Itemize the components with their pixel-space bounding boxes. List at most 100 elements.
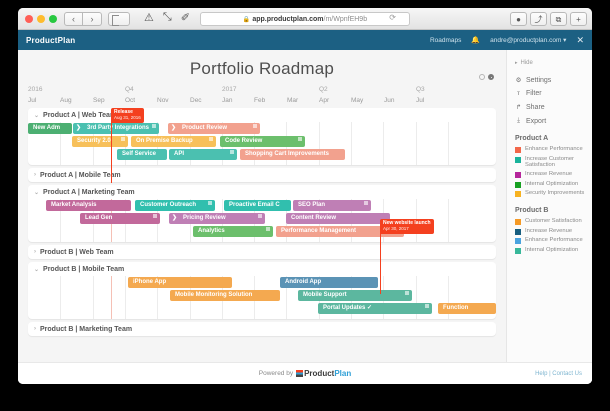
roadmap-bar[interactable]: API <box>169 149 237 160</box>
view-toggle-icons[interactable] <box>479 74 494 80</box>
nav-roadmaps-link[interactable]: Roadmaps <box>429 36 462 44</box>
back-button[interactable]: ‹ <box>64 12 83 26</box>
roadmap-bar[interactable]: Proactive Email C <box>224 200 291 211</box>
lane-header-product-a-web-team[interactable]: ⌄ Product A | Web Team <box>28 108 496 122</box>
roadmap-bar[interactable]: Function <box>438 303 496 314</box>
roadmap-bar[interactable]: Customer Outreach <box>135 200 215 211</box>
lane-product-a-web-team: ⌄ Product A | Web Team New Adm ❯ 3rd Party I… <box>28 108 496 165</box>
roadmap-bar[interactable]: ❯ Pricing Review <box>169 213 265 224</box>
url-path: /m/WpnfEH9b <box>323 16 368 23</box>
warning-icon[interactable]: ⚠ <box>144 12 154 24</box>
toolbar-right-buttons[interactable]: ● ⤴ ⧉ + <box>510 12 587 26</box>
lane-header-product-a-mobile-team[interactable]: › Product A | Mobile Team <box>28 168 496 182</box>
roadmap-bar[interactable]: Lead Gen <box>80 213 160 224</box>
roadmap-bar[interactable]: On Premise Backup <box>131 136 216 147</box>
roadmap-bar[interactable]: Security 2.0 <box>72 136 128 147</box>
nav-buttons[interactable]: ‹ › <box>64 12 102 26</box>
legend-item[interactable]: Customer Satisfaction <box>515 218 592 225</box>
timeline-years: 2016 Q4 2017 Q2 Q3 <box>28 86 496 97</box>
share-icon[interactable]: ⤴ <box>530 12 547 26</box>
view-mode-icon[interactable] <box>479 74 485 80</box>
timeline-month-label: Jan <box>222 97 233 104</box>
chevron-right-icon[interactable]: › <box>34 249 36 255</box>
lane-header-product-b-web-team[interactable]: › Product B | Web Team <box>28 245 496 259</box>
roadmap-bar-label: Mobile Support <box>303 292 347 298</box>
chevron-down-icon[interactable]: ⌄ <box>34 189 40 196</box>
sidebar-settings-button[interactable]: ⚙ Settings <box>515 76 592 85</box>
legend-title: Product A <box>515 135 549 142</box>
milestone-badge-website-launch[interactable]: New website launch Apr 30, 2017 <box>380 219 434 234</box>
sidebar-export-button[interactable]: ⤓ Export <box>515 117 592 125</box>
window-controls[interactable] <box>25 15 57 23</box>
close-window-button[interactable] <box>25 15 33 23</box>
bell-icon[interactable]: 🔔 <box>471 37 481 44</box>
forward-button[interactable]: › <box>83 12 102 26</box>
legend-item[interactable]: Enhance Performance <box>515 237 592 244</box>
sidebar-toggle-button[interactable] <box>108 12 130 26</box>
roadmap-bar[interactable]: Analytics <box>193 226 273 237</box>
milestone-date: Apr 30, 2017 <box>383 226 409 231</box>
legend-item[interactable]: Increase Customer Satisfaction <box>515 156 592 169</box>
close-icon[interactable]: ✕ <box>576 34 584 45</box>
roadmap-bar[interactable]: Performance Management <box>276 226 404 237</box>
roadmap-bar[interactable]: Portal Updates ✓ <box>318 303 432 314</box>
timeline-month-label: Jul <box>28 97 37 104</box>
sidebar-filter-button[interactable]: ᴛ Filter <box>515 90 592 97</box>
timeline-month-label: Dec <box>190 97 202 104</box>
roadmap-bar[interactable]: Mobile Monitoring Solution <box>170 290 280 301</box>
roadmap-bar[interactable]: Self Service <box>117 149 167 160</box>
help-contact-link[interactable]: Help | Contact Us <box>535 370 582 377</box>
timeline-month-label: May <box>351 97 364 104</box>
milestone-badge-release-aug[interactable]: Release Aug 31, 2016 <box>111 108 144 123</box>
legend-item[interactable]: Increase Revenue <box>515 171 592 178</box>
lane-header-product-a-marketing-team[interactable]: ⌄ Product A | Marketing Team <box>28 185 496 199</box>
lane-header-product-b-marketing-team[interactable]: › Product B | Marketing Team <box>28 322 496 336</box>
app-brand[interactable]: ProductPlan <box>26 35 76 45</box>
chevron-right-icon[interactable]: › <box>34 172 36 178</box>
roadmap-bar[interactable]: New Adm <box>28 123 72 134</box>
legend-item[interactable]: Enhance Performance <box>515 146 592 153</box>
resize-icon[interactable]: ⤡ <box>162 11 172 23</box>
downloads-icon[interactable]: ● <box>510 12 527 26</box>
chevron-down-icon[interactable]: ⌄ <box>34 112 40 119</box>
maximize-window-button[interactable] <box>49 15 57 23</box>
roadmap-bar-label: 3rd Party Integrations <box>87 125 150 131</box>
pin-icon[interactable]: ✐ <box>180 12 190 24</box>
roadmap-bar-label: SEO Plan <box>298 202 326 208</box>
chevron-down-icon[interactable]: ⌄ <box>34 266 40 273</box>
legend-item[interactable]: Increase Revenue <box>515 228 592 235</box>
bar-status-indicator <box>230 150 234 154</box>
roadmap-bar[interactable]: Code Review <box>220 136 305 147</box>
minimize-window-button[interactable] <box>37 15 45 23</box>
settings-gear-icon[interactable] <box>488 74 494 80</box>
legend-item[interactable]: Internal Optimization <box>515 247 592 254</box>
new-tab-icon[interactable]: + <box>570 12 587 26</box>
roadmap-bar[interactable]: Mobile Support <box>298 290 412 301</box>
account-menu[interactable]: andre@productplan.com ▾ <box>490 37 567 44</box>
reload-icon[interactable]: ⟳ <box>389 13 396 22</box>
chevron-right-icon[interactable]: › <box>34 326 36 332</box>
roadmap-bar[interactable]: iPhone App <box>128 277 232 288</box>
roadmap-bar[interactable]: Android App <box>280 277 378 288</box>
roadmap-bar[interactable]: ❯ Product Review <box>168 123 260 134</box>
legend-label: Enhance Performance <box>525 146 583 152</box>
roadmap-bar[interactable]: SEO Plan <box>293 200 371 211</box>
sidebar-actions: ⚙ Settings ᴛ Filter ↱ Share ⤓ Export <box>515 76 592 125</box>
tabs-icon[interactable]: ⧉ <box>550 12 567 26</box>
legend-item[interactable]: Security Improvements <box>515 190 592 197</box>
legend-label: Increase Revenue <box>525 227 573 234</box>
brand-plan: Plan <box>334 369 352 378</box>
legend-item[interactable]: Internal Optimization <box>515 181 592 188</box>
lane-header-product-b-mobile-team[interactable]: ⌄ Product B | Mobile Team <box>28 262 496 276</box>
chevron-right-icon: ❯ <box>171 125 177 131</box>
timeline-year-label: 2017 <box>222 86 237 93</box>
roadmap-bar[interactable]: Content Review <box>286 213 390 224</box>
address-bar[interactable]: 🔒 app.productplan.com/m/WpnfEH9b <box>200 12 410 26</box>
roadmap-bar[interactable]: Shopping Cart Improvements <box>240 149 345 160</box>
lane-title: Product A | Web Team <box>43 111 117 119</box>
hide-sidebar-button[interactable]: ▸ Hide <box>515 60 592 66</box>
sidebar-share-button[interactable]: ↱ Share <box>515 103 592 112</box>
extension-icons[interactable]: ⚠ ⤡ ✐ <box>144 11 190 24</box>
roadmap-bar[interactable]: Market Analysis <box>46 200 131 211</box>
roadmap-bar[interactable]: ❯ 3rd Party Integrations <box>73 123 159 134</box>
